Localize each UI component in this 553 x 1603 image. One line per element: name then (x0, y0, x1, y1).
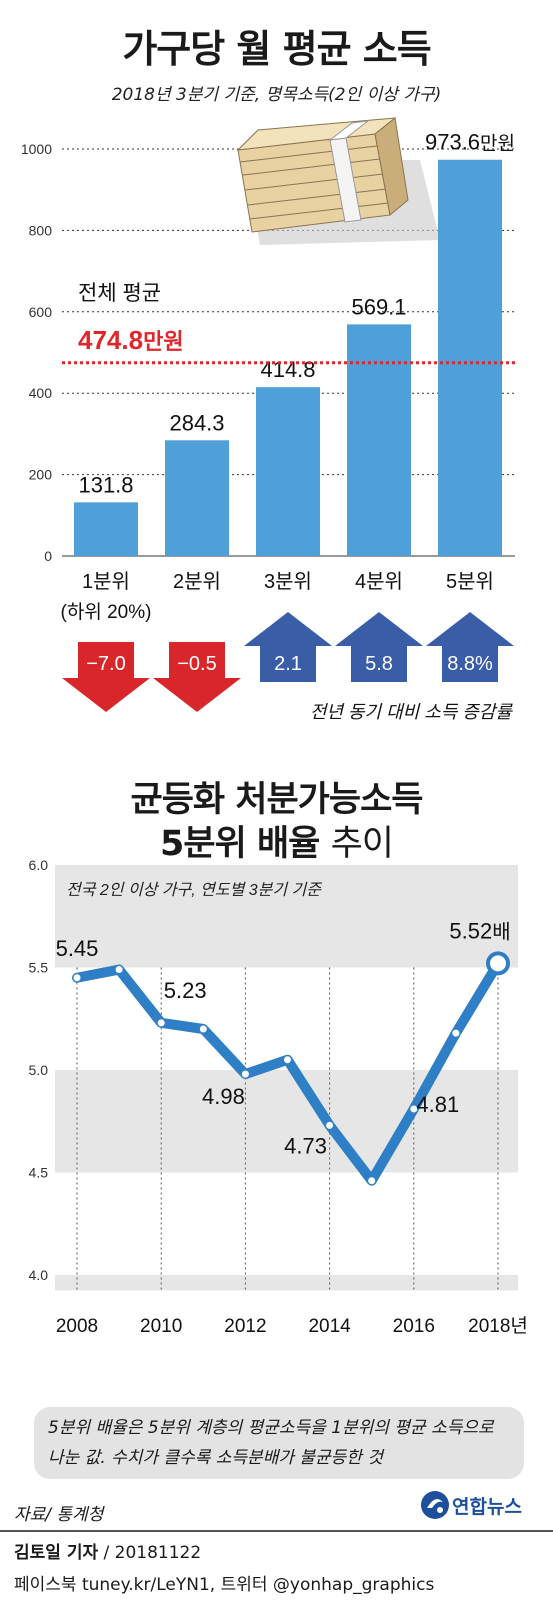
svg-text:−7.0: −7.0 (86, 653, 125, 675)
x-tick-label: 2008 (56, 1316, 98, 1337)
grid-band (55, 1070, 518, 1173)
ratio-note: 5분위 배율은 5분위 계층의 평균소득을 1분위의 평균 소득으로 나눈 값.… (34, 1407, 524, 1479)
reporter-date: / 20181122 (98, 1543, 202, 1563)
line-chart-title: 균등화 처분가능소득 5분위 배율 추이 (0, 778, 553, 866)
y-tick-label: 4.5 (29, 1165, 49, 1181)
y-tick-label: 6.0 (29, 857, 49, 873)
average-value: 474.8만원 (78, 325, 184, 355)
category-label: 4분위 (355, 570, 403, 593)
up-arrow: 5.8 (335, 612, 423, 682)
svg-text:5.8: 5.8 (365, 653, 393, 675)
ratio-line-chart: 전국 2인 이상 가구, 연도별 3분기 기준 4.0 4.5 5.0 5.5 6.0 2… (29, 857, 528, 1337)
money-stack-icon (236, 117, 440, 245)
bar-value-label: 973.6만원 (425, 130, 515, 155)
data-point (199, 1025, 207, 1033)
bar (438, 159, 502, 556)
category-label: 1분위 (82, 570, 130, 593)
bar-value-label: 414.8 (260, 357, 315, 382)
data-value-label: 5.52배 (449, 918, 510, 943)
up-arrow: 2.1 (244, 612, 332, 682)
x-tick-label: 2010 (140, 1316, 182, 1337)
reporter-name: 김토일 기자 (14, 1543, 99, 1563)
data-point (452, 1029, 460, 1037)
data-point (410, 1105, 418, 1113)
down-arrow: −0.5 (153, 642, 241, 712)
bar-value-label: 284.3 (169, 410, 224, 435)
down-arrow: −7.0 (62, 642, 150, 712)
data-value-label: 4.81 (416, 1092, 459, 1117)
bar (347, 324, 411, 556)
x-tick-label: 2012 (224, 1316, 266, 1337)
x-tick-label: 2014 (308, 1316, 351, 1337)
y-tick-label: 4.0 (29, 1267, 49, 1283)
data-value-label: 5.45 (56, 936, 99, 961)
bar-chart-subtitle: 2018년 3분기 기준, 명목소득(2인 이상 가구) (111, 85, 442, 105)
footer-divider (0, 1530, 553, 1532)
bar (256, 387, 320, 556)
svg-text:−0.5: −0.5 (177, 653, 216, 675)
svg-text:8.8%: 8.8% (447, 653, 493, 675)
data-point (326, 1121, 334, 1129)
svg-text:2.1: 2.1 (274, 653, 302, 675)
up-arrow: 8.8% (426, 612, 514, 682)
line-chart-title-line2: 5분위 배율 (160, 824, 320, 864)
data-point (115, 966, 123, 974)
social-links: 페이스북 tuney.kr/LeYN1, 트위터 @yonhap_graphic… (14, 1575, 435, 1595)
yonhap-logo-icon (421, 1491, 449, 1519)
y-tick-label: 200 (29, 467, 53, 483)
line-chart-title-line3: 추이 (330, 824, 394, 864)
y-tick-label: 5.5 (29, 960, 49, 976)
data-value-label: 5.23 (164, 978, 207, 1003)
data-point (241, 1070, 249, 1078)
y-tick-label: 600 (29, 304, 53, 320)
bar-value-label: 569.1 (351, 294, 406, 319)
grid-band (55, 1275, 518, 1291)
x-tick-label: 2016 (393, 1316, 435, 1337)
data-point (368, 1177, 376, 1185)
line-chart-title-line1: 균등화 처분가능소득 (130, 780, 424, 820)
grid-band (55, 865, 518, 968)
income-bar-chart: 0 200 400 600 800 1000 131.8 1분위 284.3 2분위 414.8 3… (21, 117, 515, 722)
data-value-label: 4.98 (202, 1084, 245, 1109)
y-tick-label: 400 (29, 385, 53, 401)
y-tick-label: 0 (44, 548, 52, 564)
bar (165, 440, 229, 556)
change-rate-label: 전년 동기 대비 소득 증감률 (310, 702, 514, 722)
bar-value-label: 131.8 (78, 472, 133, 497)
line-chart-subtitle: 전국 2인 이상 가구, 연도별 3분기 기준 (66, 881, 322, 899)
category-note: (하위 20%) (61, 601, 152, 623)
bar (74, 502, 138, 556)
data-point (486, 951, 510, 976)
reporter-credit: 김토일 기자 / 20181122 (14, 1538, 201, 1563)
category-label: 2분위 (173, 570, 221, 593)
y-tick-label: 1000 (21, 141, 52, 157)
yonhap-logo-text: 연합뉴스 (452, 1496, 522, 1518)
bar-chart-title: 가구당 월 평균 소득 (122, 27, 431, 71)
category-label: 5분위 (446, 570, 494, 593)
data-point (157, 1019, 165, 1027)
category-label: 3분위 (264, 570, 312, 593)
x-tick-label: 2018년 (468, 1315, 528, 1337)
yonhap-logo: 연합뉴스 (418, 1488, 548, 1522)
average-label: 전체 평균 (78, 282, 161, 305)
source-text: 자료/ 통계청 (14, 1505, 104, 1525)
y-tick-label: 5.0 (29, 1062, 49, 1078)
data-point (73, 974, 81, 982)
y-tick-label: 800 (29, 222, 53, 238)
data-value-label: 4.73 (284, 1133, 327, 1158)
data-point (284, 1056, 291, 1064)
